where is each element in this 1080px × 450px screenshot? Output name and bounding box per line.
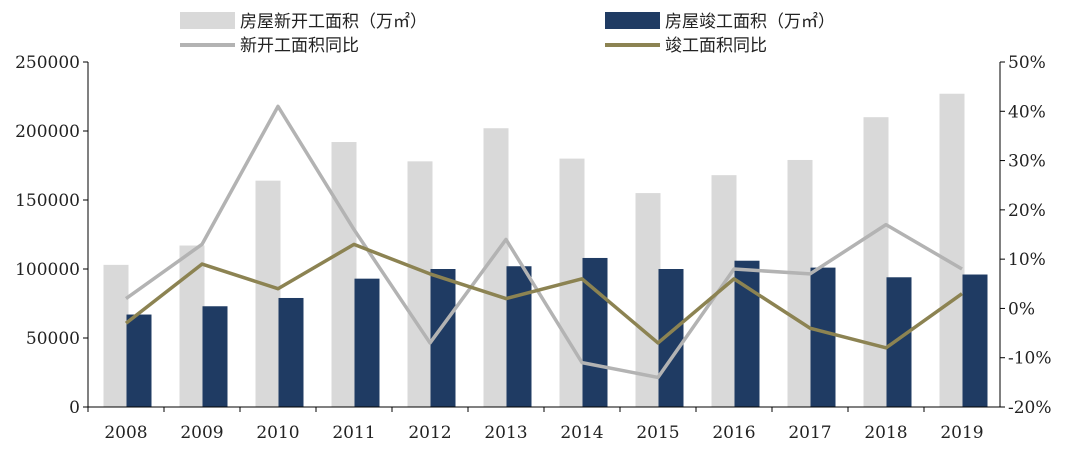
bar-completed-2018 (886, 277, 912, 407)
x-tick-label: 2010 (256, 423, 299, 443)
x-tick-label: 2019 (940, 423, 983, 443)
left-tick-label: 150000 (15, 191, 80, 211)
x-tick-label: 2012 (408, 423, 451, 443)
left-tick-label: 50000 (26, 329, 80, 349)
right-tick-label: 40% (1008, 102, 1046, 122)
left-tick-label: 250000 (15, 53, 80, 73)
bar-new-start-2008 (103, 264, 129, 407)
bar-completed-2008 (126, 314, 152, 407)
bar-completed-2011 (354, 278, 380, 407)
axes: 0 50000 100000 150000 200000 250000 -20% -10% 0%… (15, 53, 1051, 443)
x-tick-label: 2016 (712, 423, 755, 443)
right-tick-label: -10% (1008, 349, 1052, 369)
bar-new-start-2018 (863, 117, 889, 407)
right-tick-label: 20% (1008, 201, 1046, 221)
legend: 房屋新开工面积（万㎡） 房屋竣工面积（万㎡） 新开工面积同比 竣工面积同比 (180, 12, 835, 56)
legend-swatch (180, 12, 235, 29)
bar-completed-2019 (962, 274, 988, 407)
right-tick-label: -20% (1008, 398, 1052, 418)
legend-label: 房屋竣工面积（万㎡） (665, 12, 835, 32)
line-completed-yoy (124, 242, 964, 350)
legend-swatch (605, 12, 660, 29)
bar-completed-2009 (202, 306, 228, 407)
right-tick-label: 30% (1008, 152, 1046, 172)
legend-label: 房屋新开工面积（万㎡） (240, 12, 427, 32)
bar-new-start-2013 (483, 128, 509, 408)
left-tick-label: 0 (69, 398, 80, 418)
x-tick-label: 2017 (788, 423, 831, 443)
x-tick-label: 2015 (636, 423, 679, 443)
left-tick-label: 100000 (15, 260, 80, 280)
legend-label: 竣工面积同比 (665, 36, 767, 56)
x-tick-label: 2011 (332, 423, 375, 443)
bar-completed-2016 (734, 260, 760, 407)
bar-completed-2013 (506, 266, 532, 407)
bar-new-start-2016 (711, 175, 737, 407)
bar-new-start-2019 (939, 93, 965, 408)
line-layer (124, 104, 964, 380)
bar-completed-2010 (278, 297, 304, 407)
bar-new-start-2017 (787, 159, 813, 407)
right-tick-label: 50% (1008, 53, 1046, 73)
bar-layer (103, 93, 988, 408)
bar-new-start-2010 (255, 180, 281, 407)
x-tick-label: 2009 (180, 423, 223, 443)
bar-new-start-2015 (635, 193, 661, 407)
bar-completed-2017 (810, 267, 836, 407)
bar-new-start-2011 (331, 142, 357, 408)
x-tick-label: 2018 (864, 423, 907, 443)
bar-new-start-2012 (407, 161, 433, 407)
line-new-start-yoy (124, 104, 963, 380)
right-tick-label: 0% (1008, 299, 1035, 319)
x-tick-label: 2008 (104, 423, 147, 443)
x-tick-label: 2013 (484, 423, 527, 443)
right-tick-label: 10% (1008, 250, 1046, 270)
left-tick-label: 200000 (15, 122, 80, 142)
x-tick-label: 2014 (560, 423, 603, 443)
legend-label: 新开工面积同比 (240, 36, 359, 56)
